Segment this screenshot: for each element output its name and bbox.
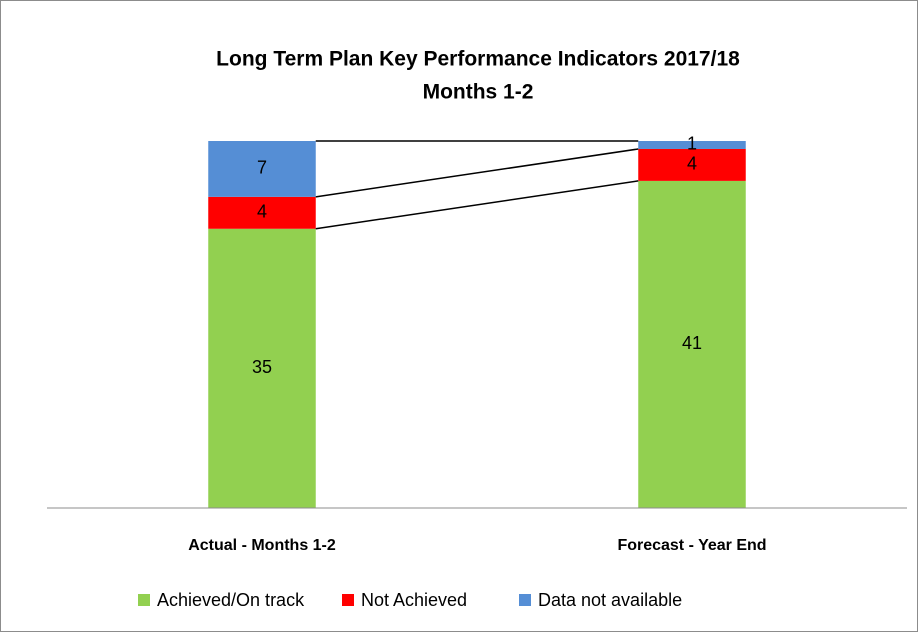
x-tick-label: Forecast - Year End [617, 537, 766, 554]
bar-segment [638, 141, 746, 149]
chart-title: Long Term Plan Key Performance Indicator… [216, 48, 740, 71]
bar-segment [208, 228, 316, 508]
legend-swatch [519, 594, 531, 606]
bar-segment [208, 196, 316, 229]
chart-subtitle: Months 1-2 [423, 81, 534, 104]
bar-segment [638, 148, 746, 181]
data-label: 41 [682, 333, 702, 353]
x-tick-label: Actual - Months 1-2 [188, 537, 336, 554]
data-label: 35 [252, 357, 272, 377]
data-label: 1 [687, 134, 697, 154]
data-label: 4 [257, 202, 267, 222]
legend-swatch [342, 594, 354, 606]
legend-label: Data not available [538, 590, 682, 610]
series-line [315, 180, 639, 230]
bar-segment [208, 141, 316, 197]
series-line [315, 148, 639, 198]
legend-swatch [138, 594, 150, 606]
data-label: 7 [257, 158, 267, 178]
bar-segment [638, 180, 746, 509]
data-label: 4 [687, 154, 697, 174]
legend-label: Not Achieved [361, 590, 467, 610]
legend-label: Achieved/On track [157, 590, 305, 610]
